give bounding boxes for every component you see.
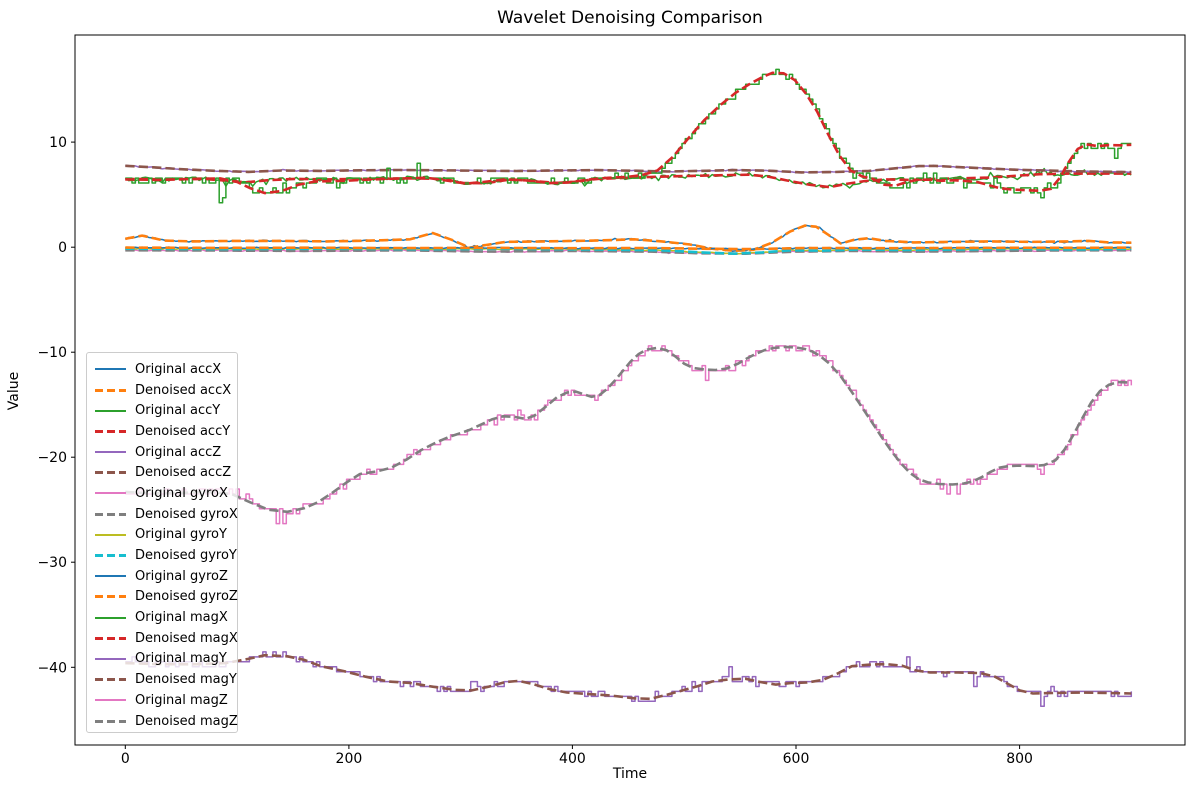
legend-dashed-line-sample <box>95 512 126 516</box>
legend-item-label: Original magZ <box>135 692 228 708</box>
legend-item-denoised-magY: Denoised magY <box>95 669 237 690</box>
legend-item-label: Denoised accZ <box>135 465 232 481</box>
y-tick-label: 10 <box>49 135 67 151</box>
y-tick-label: −20 <box>37 450 67 466</box>
legend-dashed-line-sample <box>95 678 126 682</box>
series-denoised-magX <box>125 71 1132 195</box>
x-tick-label: 0 <box>121 751 130 767</box>
legend-item-original-gyroX: Original gyroX <box>95 483 237 504</box>
legend-item-label: Original gyroZ <box>135 568 228 584</box>
legend-item-label: Denoised accY <box>135 423 231 439</box>
legend-item-original-accX: Original accX <box>95 359 237 380</box>
series-original-magZ <box>125 345 1133 525</box>
legend-item-original-magZ: Original magZ <box>95 690 237 711</box>
legend-box: Original accX Denoised accX Original accY D… <box>86 352 238 733</box>
x-axis-label: Time <box>612 766 648 782</box>
y-tick-label: −30 <box>37 555 67 571</box>
legend-item-label: Original magY <box>135 651 227 667</box>
axes-frame <box>74 34 1186 746</box>
legend-solid-line-sample <box>95 409 126 412</box>
legend-item-denoised-gyroZ: Denoised gyroZ <box>95 587 238 608</box>
legend-item-label: Denoised magY <box>135 672 237 688</box>
legend-item-label: Original accZ <box>135 444 222 460</box>
legend-dashed-line-sample <box>95 636 126 640</box>
legend-item-label: Original gyroY <box>135 527 227 543</box>
legend-item-denoised-gyroY: Denoised gyroY <box>95 545 237 566</box>
legend-solid-line-sample <box>95 492 126 495</box>
x-tick-label: 800 <box>1006 751 1033 767</box>
legend-item-original-magY: Original magY <box>95 649 237 670</box>
legend-item-denoised-magX: Denoised magX <box>95 628 238 649</box>
legend-item-label: Original accY <box>135 403 221 419</box>
y-tick-label: −10 <box>37 345 67 361</box>
x-tick-label: 200 <box>336 751 363 767</box>
legend-solid-line-sample <box>95 699 126 702</box>
legend-item-label: Denoised accX <box>135 382 232 398</box>
legend-item-original-gyroZ: Original gyroZ <box>95 566 237 587</box>
legend-solid-line-sample <box>95 657 126 660</box>
legend-item-label: Denoised gyroY <box>135 548 237 564</box>
series-denoised-accY <box>125 172 1132 189</box>
y-axis-label: Value <box>6 371 22 411</box>
series-denoised-accZ <box>125 164 1132 174</box>
series-denoised-magY <box>125 653 1132 701</box>
series-denoised-gyroX <box>125 249 1132 255</box>
x-tick-label: 600 <box>783 751 810 767</box>
legend-item-label: Original gyroX <box>135 485 228 501</box>
legend-item-original-magX: Original magX <box>95 607 237 628</box>
legend-item-label: Original magX <box>135 610 228 626</box>
y-tick-label: −40 <box>37 660 67 676</box>
legend-dashed-line-sample <box>95 388 126 392</box>
series-denoised-gyroZ <box>125 246 1132 251</box>
legend-solid-line-sample <box>95 451 126 454</box>
x-tick-label: 400 <box>559 751 586 767</box>
legend-item-original-accY: Original accY <box>95 400 237 421</box>
legend-item-denoised-accY: Denoised accY <box>95 421 237 442</box>
y-tick-label: 0 <box>58 240 67 256</box>
legend-dashed-line-sample <box>95 719 126 723</box>
legend-item-label: Denoised gyroX <box>135 506 238 522</box>
legend-item-denoised-accZ: Denoised accZ <box>95 462 237 483</box>
legend-solid-line-sample <box>95 616 126 619</box>
legend-item-denoised-accX: Denoised accX <box>95 380 237 401</box>
legend-item-label: Denoised gyroZ <box>135 589 238 605</box>
legend-item-original-accZ: Original accZ <box>95 442 237 463</box>
legend-item-denoised-magZ: Denoised magZ <box>95 711 238 732</box>
legend-item-label: Original accX <box>135 361 222 377</box>
legend-item-label: Denoised magX <box>135 630 238 646</box>
legend-dashed-line-sample <box>95 471 126 475</box>
legend-solid-line-sample <box>95 533 126 536</box>
chart-title: Wavelet Denoising Comparison <box>497 8 763 28</box>
legend-item-original-gyroY: Original gyroY <box>95 525 237 546</box>
legend-dashed-line-sample <box>95 554 126 558</box>
legend-item-denoised-gyroX: Denoised gyroX <box>95 504 238 525</box>
legend-item-label: Denoised magZ <box>135 713 238 729</box>
series-denoised-magZ <box>125 345 1132 514</box>
legend-dashed-line-sample <box>95 429 126 433</box>
legend-solid-line-sample <box>95 575 126 578</box>
legend-solid-line-sample <box>95 368 126 371</box>
legend-dashed-line-sample <box>95 595 126 599</box>
